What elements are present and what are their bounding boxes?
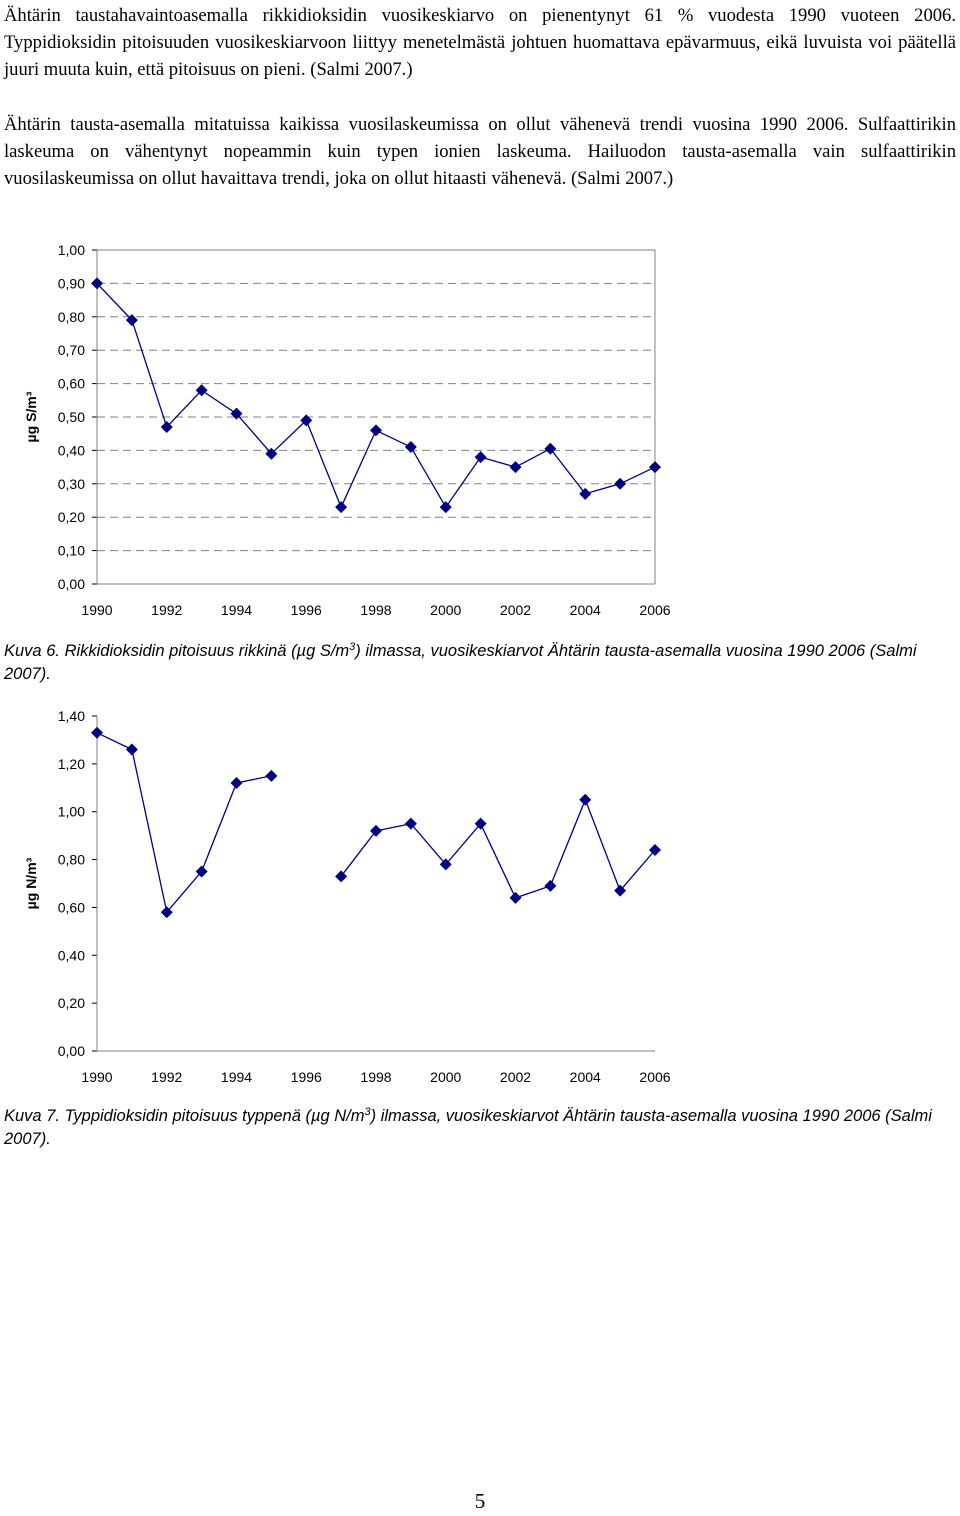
y-tick-label: 0,90 [58,275,85,291]
y-tick-label: 1,00 [58,804,85,820]
data-point [474,451,487,464]
y-tick-label: 0,40 [58,947,85,963]
y-tick-label: 0,70 [58,342,85,358]
y-tick-label: 0,30 [58,476,85,492]
y-tick-label: 1,00 [58,242,85,258]
y-tick-label: 0,50 [58,409,85,425]
y-axis-label: µg N/m³ [23,857,39,909]
data-point [300,414,313,427]
data-point [649,844,661,856]
data-point [474,817,487,830]
x-tick-label: 1996 [291,1069,322,1085]
data-point [160,421,173,434]
series-line [96,732,656,914]
data-point [509,891,522,904]
x-tick-label: 1996 [291,602,322,618]
x-tick-label: 2006 [639,602,670,618]
paragraph-deposition-trends: Ähtärin tausta-asemalla mitatuissa kaiki… [4,114,956,189]
y-tick-label: 0,10 [58,543,85,559]
x-tick-label: 2002 [500,602,531,618]
x-tick-label: 1990 [81,602,112,618]
x-tick-label: 1998 [360,602,391,618]
data-point [404,441,417,454]
data-point [265,447,278,460]
y-tick-label: 0,60 [58,899,85,915]
y-tick-label: 0,60 [58,376,85,392]
data-point [544,879,557,892]
x-tick-label: 1998 [360,1069,391,1085]
caption-text: Typpidioksidin pitoisuus typpenä (µg N/m [64,1107,365,1125]
figure-caption-7: Kuva 7. Typpidioksidin pitoisuus typpenä… [4,1105,956,1151]
y-tick-label: 1,20 [58,756,85,772]
data-point [125,314,138,327]
x-tick-label: 2004 [570,602,601,618]
data-point [439,858,452,871]
data-point [335,870,348,883]
caption-text-end: ) ilmassa, vuosikeskiarvot Ähtärin taust… [4,642,917,683]
y-tick-label: 0,20 [58,995,85,1011]
no2-concentration-chart: 0,00 0,20 0,40 0,60 0,80 1,00 1,20 1,40 1990 1992… [23,708,671,1085]
y-tick-label: 0,40 [58,442,85,458]
x-tick-label: 1992 [151,602,182,618]
x-tick-label: 2000 [430,1069,461,1085]
data-point [195,384,208,397]
x-tick-label: 2002 [500,1069,531,1085]
x-tick-label: 2004 [570,1069,601,1085]
y-tick-label: 0,80 [58,309,85,325]
x-tick-label: 1994 [221,1069,252,1085]
data-point [579,793,592,806]
x-tick-label: 1994 [221,602,252,618]
caption-text-end: ) ilmassa, vuosikeskiarvot Ähtärin taust… [4,1107,932,1148]
y-tick-label: 0,00 [58,1043,85,1059]
data-point [579,487,592,500]
data-point [91,277,103,290]
y-tick-label: 0,80 [58,852,85,868]
data-point [614,884,627,897]
data-point [544,442,557,455]
page-number: 5 [474,1489,486,1513]
data-point [230,407,243,420]
data-point [509,461,522,474]
y-tick-label: 0,20 [58,509,85,525]
x-tick-label: 1992 [151,1069,182,1085]
caption-text: Rikkidioksidin pitoisuus rikkinä (µg S/m [64,642,350,660]
data-point [614,477,627,490]
caption-label: Kuva 7. [4,1107,60,1125]
data-point [649,461,661,474]
data-point [265,769,278,782]
so2-concentration-chart: 0,00 0,10 0,20 0,30 0,40 0,50 0,60 0,70 0,80 0,90… [23,242,671,618]
data-point [370,424,382,437]
x-tick-label: 1990 [81,1069,112,1085]
caption-label: Kuva 6. [4,642,60,660]
figure-caption-6: Kuva 6. Rikkidioksidin pitoisuus rikkinä… [4,640,956,686]
y-axis-label: µg S/m³ [23,391,39,442]
data-point [125,743,138,756]
data-point [370,824,382,837]
data-point [91,726,103,739]
data-point [160,906,173,919]
data-point [335,501,348,514]
paragraph-so2-summary: Ähtärin taustahavaintoasemalla rikkidiok… [4,5,956,80]
data-point [404,817,417,830]
data-point [195,865,208,878]
data-point [439,501,452,514]
caption-superscript: 3 [364,1106,371,1118]
y-tick-label: 0,00 [58,576,85,592]
x-tick-label: 2000 [430,602,461,618]
x-tick-label: 2006 [639,1069,670,1085]
data-point [230,777,243,789]
y-tick-label: 1,40 [58,708,85,724]
caption-superscript: 3 [349,641,356,653]
